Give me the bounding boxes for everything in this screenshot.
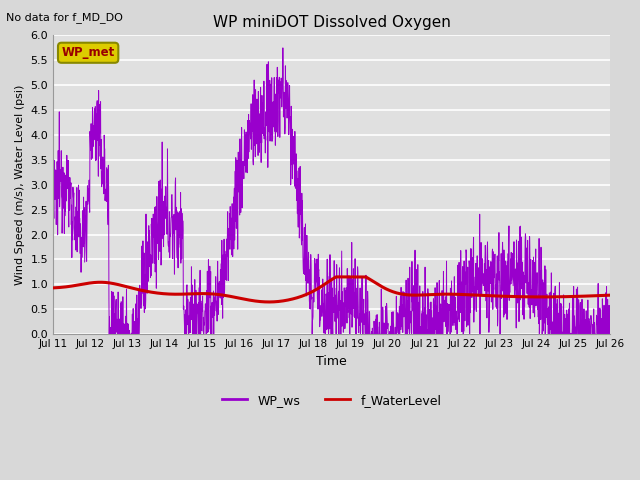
Y-axis label: Wind Speed (m/s), Water Level (psi): Wind Speed (m/s), Water Level (psi) [15, 84, 25, 285]
Text: No data for f_MD_DO: No data for f_MD_DO [6, 12, 124, 23]
Text: WP_met: WP_met [61, 46, 115, 59]
Legend: WP_ws, f_WaterLevel: WP_ws, f_WaterLevel [218, 389, 446, 411]
X-axis label: Time: Time [316, 355, 347, 368]
Title: WP miniDOT Dissolved Oxygen: WP miniDOT Dissolved Oxygen [213, 15, 451, 30]
